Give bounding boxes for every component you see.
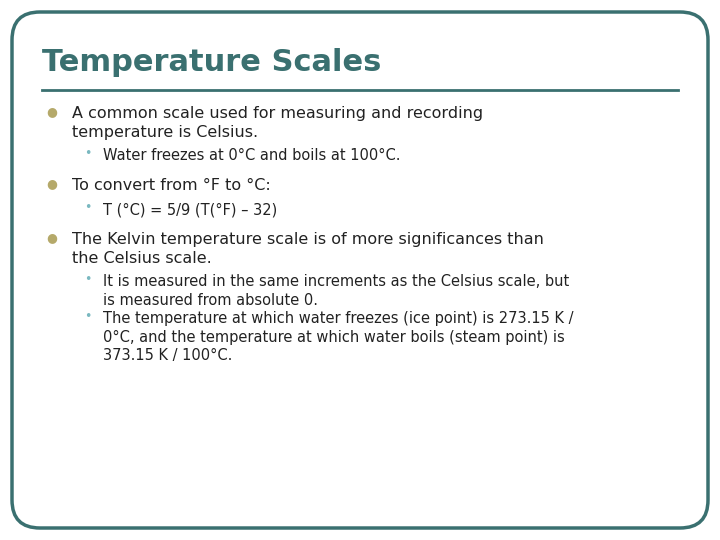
Text: •: • [84,310,91,323]
Text: ●: ● [47,232,58,245]
Text: To convert from °F to °C:: To convert from °F to °C: [72,178,271,192]
Text: Temperature Scales: Temperature Scales [42,48,382,77]
Text: Water freezes at 0°C and boils at 100°C.: Water freezes at 0°C and boils at 100°C. [103,148,400,163]
Text: T (°C) = 5/9 (T(°F) – 32): T (°C) = 5/9 (T(°F) – 32) [103,202,277,218]
Text: •: • [84,147,91,160]
Text: It is measured in the same increments as the Celsius scale, but
is measured from: It is measured in the same increments as… [103,274,570,308]
Text: A common scale used for measuring and recording
temperature is Celsius.: A common scale used for measuring and re… [72,106,483,140]
Text: ●: ● [47,177,58,190]
Text: The temperature at which water freezes (ice point) is 273.15 K /
0°C, and the te: The temperature at which water freezes (… [103,311,574,363]
Text: •: • [84,201,91,214]
Text: ●: ● [47,105,58,118]
Text: •: • [84,273,91,286]
FancyBboxPatch shape [12,12,708,528]
Text: The Kelvin temperature scale is of more significances than
the Celsius scale.: The Kelvin temperature scale is of more … [72,232,544,266]
